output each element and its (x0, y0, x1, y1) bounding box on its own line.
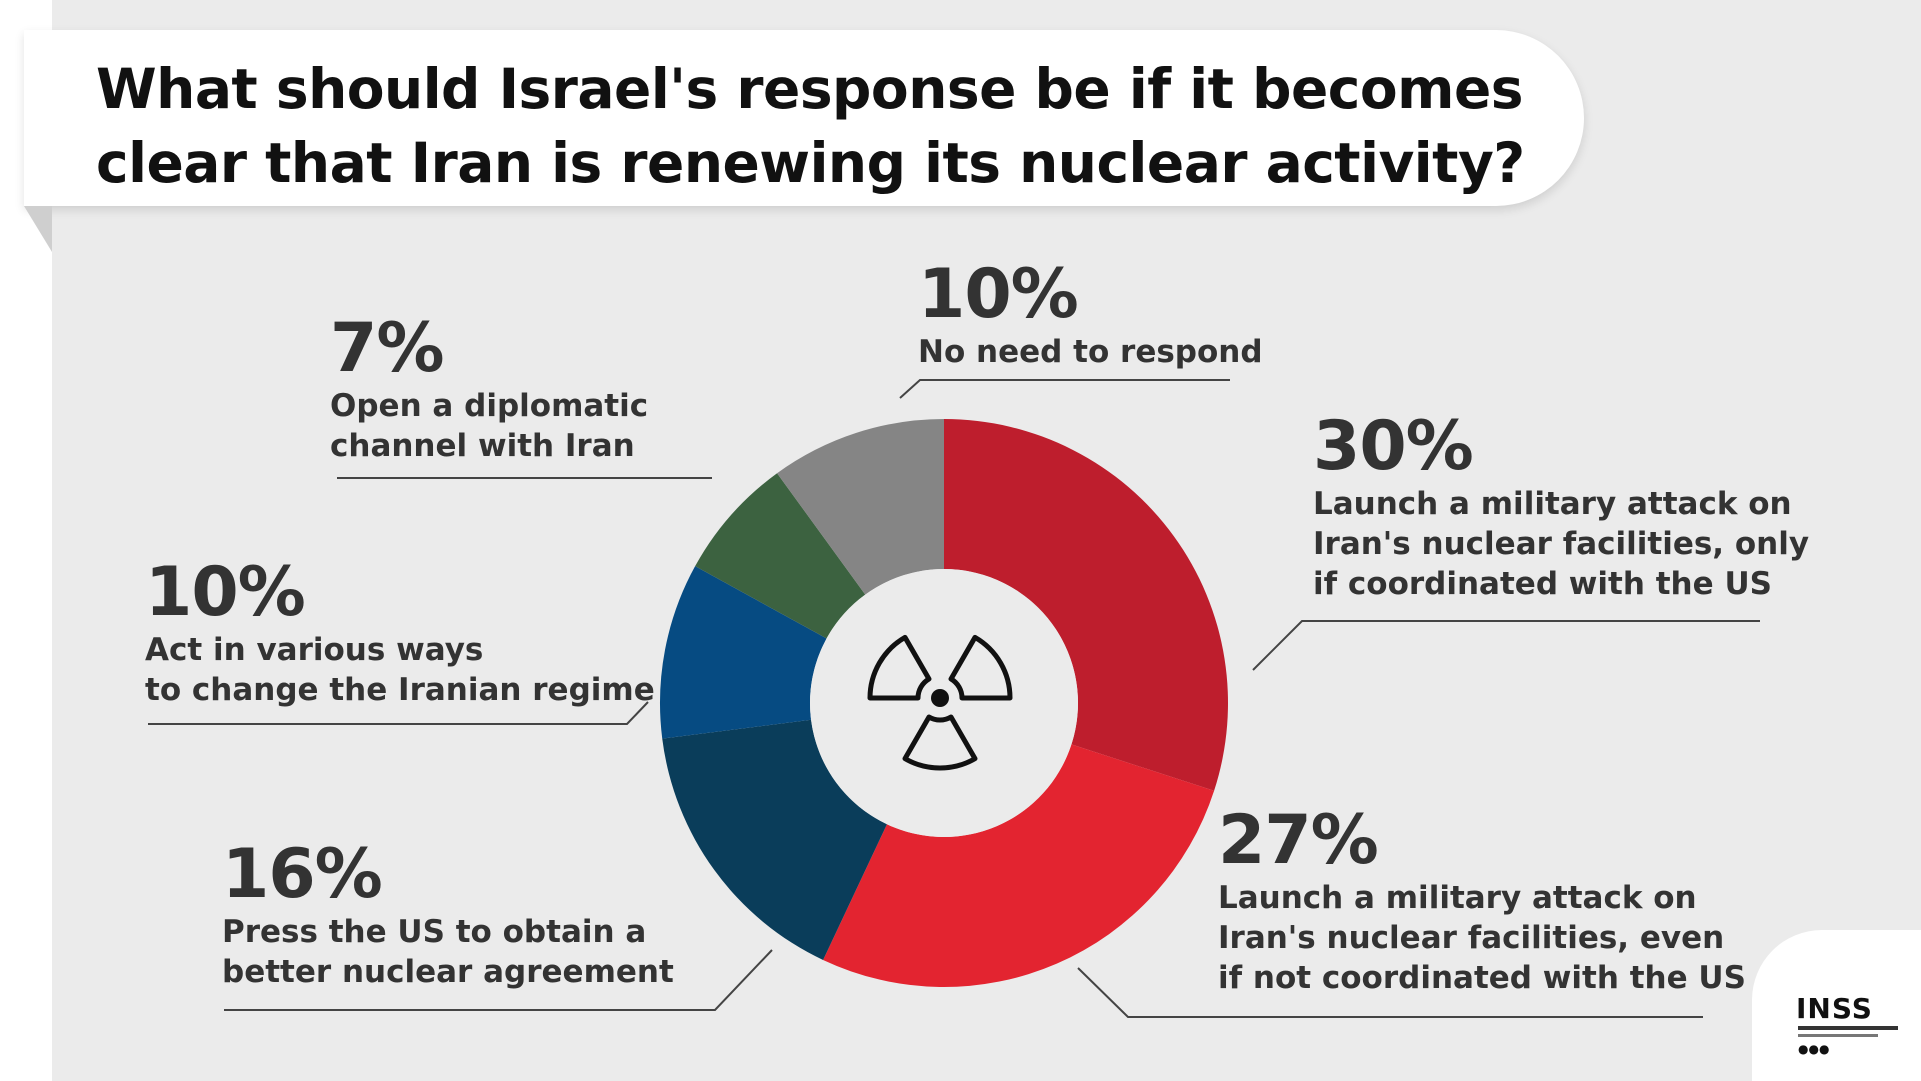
logo-rule-2 (1798, 1034, 1878, 1037)
slice-2-percent: 16% (222, 835, 383, 914)
slice-0-text-line-2: Iran's nuclear facilities, only (1313, 526, 1810, 562)
donut-slice-5 (777, 419, 944, 595)
slice-1-percent: 27% (1218, 801, 1379, 880)
slice-5-percent: 10% (918, 255, 1079, 334)
donut-slices (659, 419, 1229, 987)
donut-slice-3 (659, 566, 827, 739)
slice-3-text-line-2: to change the Iranian regime (145, 672, 655, 708)
donut-slice-4 (695, 473, 866, 639)
slice-0-percent: 30% (1313, 407, 1474, 486)
chart-title: What should Israel's response be if it b… (96, 57, 1525, 195)
leader-lines (148, 379, 1760, 1018)
leader-line-0 (1252, 620, 1760, 671)
label-slice-1: 27% Launch a military attack on Iran's n… (1218, 804, 1746, 998)
slice-4-percent: 7% (330, 309, 444, 388)
slice-0-text-line-3: if coordinated with the US (1313, 566, 1772, 602)
title-banner (24, 30, 1584, 206)
label-slice-4: 7% Open a diplomatic channel with Iran (330, 312, 648, 466)
slice-1-text-line-3: if not coordinated with the US (1218, 960, 1746, 996)
label-slice-3: 10% Act in various ways to change the Ir… (145, 556, 655, 710)
slice-4-text-line-1: Open a diplomatic (330, 388, 649, 424)
slice-5-text-line-1: No need to respond (918, 334, 1263, 370)
slice-2-text-line-1: Press the US to obtain a (222, 914, 647, 950)
leader-line-2 (224, 949, 773, 1011)
label-slice-2: 16% Press the US to obtain a better nucl… (222, 838, 674, 992)
slice-2-text-line-2: better nuclear agreement (222, 954, 674, 990)
donut-slice-1 (823, 744, 1215, 987)
logo-dots-icon: ●●● (1798, 1042, 1830, 1056)
logo-text: INSS (1796, 992, 1873, 1025)
leader-line-1 (1077, 967, 1703, 1018)
slice-1-text-line-2: Iran's nuclear facilities, even (1218, 920, 1725, 956)
slice-3-text-line-1: Act in various ways (145, 632, 484, 668)
slice-1-text-line-1: Launch a military attack on (1218, 880, 1697, 916)
label-slice-0: 30% Launch a military attack on Iran's n… (1313, 410, 1809, 604)
label-slice-5: 10% No need to respond (918, 258, 1263, 372)
leader-line-3 (148, 701, 649, 725)
leader-line-5 (899, 379, 1230, 399)
title-banner-fold (24, 206, 52, 252)
radiation-icon (867, 634, 1013, 771)
slice-4-text-line-2: channel with Iran (330, 428, 635, 464)
donut-slice-0 (944, 419, 1229, 791)
slice-0-text-line-1: Launch a military attack on (1313, 486, 1792, 522)
slice-3-percent: 10% (145, 553, 306, 632)
donut-slice-2 (662, 719, 887, 960)
logo-rule (1798, 1026, 1898, 1030)
inss-logo: INSS ●●● (1752, 930, 1921, 1081)
